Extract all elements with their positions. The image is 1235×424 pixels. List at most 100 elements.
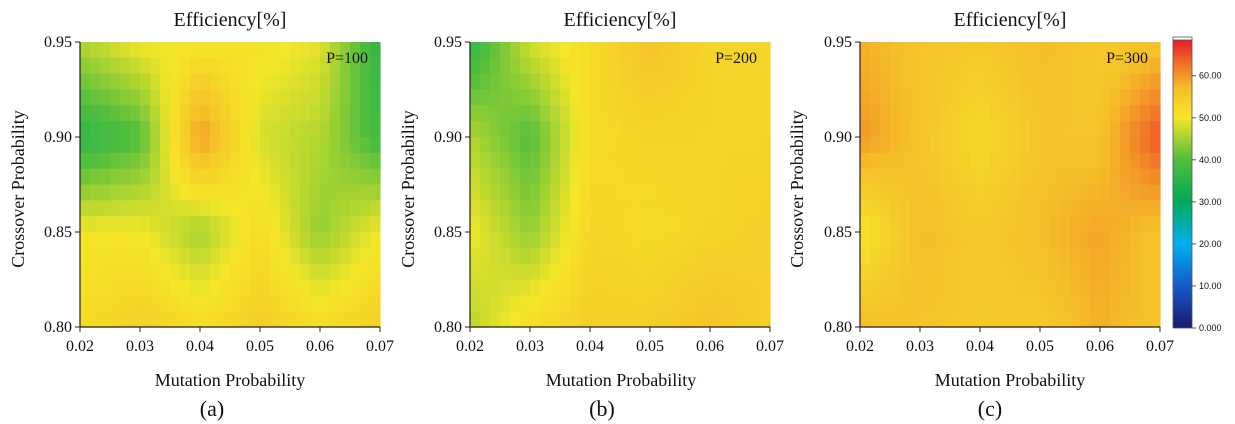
heatmap-cell bbox=[530, 295, 541, 312]
heatmap-cell bbox=[160, 247, 171, 265]
heatmap-cell bbox=[1070, 105, 1081, 122]
heatmap-cell bbox=[680, 168, 691, 186]
heatmap-cell bbox=[580, 311, 591, 328]
heatmap-cell bbox=[370, 263, 381, 281]
heatmap-cell bbox=[150, 73, 161, 91]
heatmap-cell bbox=[690, 57, 701, 75]
heatmap-cell bbox=[880, 295, 891, 312]
heatmap-cell bbox=[100, 105, 111, 122]
heatmap-cell bbox=[910, 73, 921, 91]
heatmap-cell bbox=[910, 42, 921, 59]
heatmap-cell bbox=[1030, 57, 1041, 75]
heatmap-cell bbox=[860, 42, 871, 59]
heatmap-cell bbox=[90, 42, 101, 59]
heatmap-cell bbox=[490, 279, 501, 296]
heatmap-cell bbox=[1090, 247, 1101, 265]
heatmap-cell bbox=[880, 105, 891, 122]
heatmap-cell bbox=[630, 295, 641, 312]
heatmap-cell bbox=[660, 247, 671, 265]
heatmap-cell bbox=[950, 232, 961, 249]
heatmap-cell bbox=[880, 168, 891, 186]
heatmap-cell bbox=[230, 57, 241, 75]
heatmap-cell bbox=[730, 184, 741, 201]
heatmap-cell bbox=[510, 73, 521, 91]
heatmap-cell bbox=[660, 89, 671, 106]
heatmap-cell bbox=[150, 152, 161, 170]
heatmap-cell bbox=[600, 311, 611, 328]
heatmap-cell bbox=[1000, 295, 1011, 312]
heatmap-cell bbox=[690, 184, 701, 201]
heatmap-cell bbox=[170, 137, 181, 154]
heatmap-cell bbox=[190, 73, 201, 91]
heatmap-cell bbox=[1130, 42, 1141, 59]
heatmap-cell bbox=[210, 57, 221, 75]
heatmap-cell bbox=[750, 295, 761, 312]
heatmap-cell bbox=[920, 57, 931, 75]
heatmap-cell bbox=[100, 57, 111, 75]
heatmap-cell bbox=[470, 184, 481, 201]
heatmap-cell bbox=[1100, 216, 1111, 233]
heatmap-cell bbox=[880, 247, 891, 265]
heatmap-cell bbox=[560, 247, 571, 265]
heatmap-cell bbox=[890, 311, 901, 328]
heatmap-cell bbox=[530, 137, 541, 154]
heatmap-cell bbox=[170, 73, 181, 91]
heatmap-cell bbox=[120, 73, 131, 91]
heatmap-cell bbox=[1050, 200, 1061, 217]
heatmap-cell bbox=[950, 295, 961, 312]
heatmap-cell bbox=[690, 263, 701, 281]
heatmap-cell bbox=[150, 168, 161, 186]
heatmap-cell bbox=[610, 57, 621, 75]
heatmap-cell bbox=[1150, 247, 1161, 265]
x-tick-label: 0.07 bbox=[756, 338, 784, 355]
heatmap-cell bbox=[600, 247, 611, 265]
heatmap-cell bbox=[700, 263, 711, 281]
heatmap-cell bbox=[500, 279, 511, 296]
heatmap-cell bbox=[110, 121, 121, 138]
heatmap-cell bbox=[160, 263, 171, 281]
heatmap-cell bbox=[1150, 57, 1161, 75]
heatmap-cell bbox=[190, 121, 201, 138]
heatmap-cell bbox=[590, 263, 601, 281]
heatmap-cell bbox=[1140, 295, 1151, 312]
heatmap-cell bbox=[1110, 184, 1121, 201]
heatmap-cell bbox=[710, 263, 721, 281]
heatmap-cell bbox=[880, 263, 891, 281]
heatmap-cell bbox=[900, 42, 911, 59]
heatmap-cell bbox=[570, 73, 581, 91]
heatmap-cell bbox=[530, 168, 541, 186]
heatmap-cell bbox=[520, 73, 531, 91]
heatmap-cell bbox=[860, 137, 871, 154]
heatmap-cell bbox=[530, 89, 541, 106]
heatmap-cell bbox=[490, 73, 501, 91]
heatmap-cell bbox=[90, 168, 101, 186]
heatmap-cell bbox=[200, 247, 211, 265]
heatmap-cell bbox=[1100, 42, 1111, 59]
heatmap-cell bbox=[1110, 247, 1121, 265]
heatmap-cell bbox=[870, 57, 881, 75]
heatmap-cell bbox=[1070, 200, 1081, 217]
heatmap-cell bbox=[270, 232, 281, 249]
heatmap-cell bbox=[180, 184, 191, 201]
heatmap-cell bbox=[300, 232, 311, 249]
heatmap-cell bbox=[660, 152, 671, 170]
heatmap-cell bbox=[230, 89, 241, 106]
heatmap-cell bbox=[700, 57, 711, 75]
heatmap-cell bbox=[240, 168, 251, 186]
heatmap-cell bbox=[140, 42, 151, 59]
heatmap-cell bbox=[190, 184, 201, 201]
x-tick-label: 0.05 bbox=[636, 338, 664, 355]
heatmap-cell bbox=[730, 232, 741, 249]
heatmap-cell bbox=[90, 216, 101, 233]
heatmap-cell bbox=[680, 57, 691, 75]
heatmap-cell bbox=[940, 105, 951, 122]
heatmap-cell bbox=[860, 279, 871, 296]
heatmap-panel-b: Efficiency[%] P=200 0.800.850.900.95 0.0… bbox=[398, 9, 784, 421]
heatmap-cell bbox=[740, 263, 751, 281]
panel-b-x-ticks: 0.02 0.03 0.04 0.05 0.06 0.07 bbox=[456, 327, 784, 355]
heatmap-cell bbox=[900, 168, 911, 186]
heatmap-cell bbox=[740, 73, 751, 91]
heatmap-cell bbox=[100, 73, 111, 91]
heatmap-cell bbox=[500, 216, 511, 233]
heatmap-cell bbox=[910, 247, 921, 265]
